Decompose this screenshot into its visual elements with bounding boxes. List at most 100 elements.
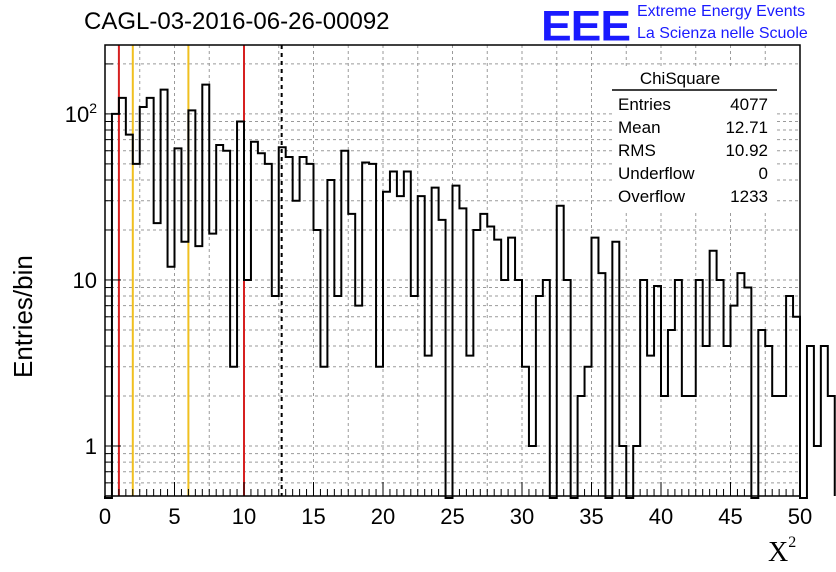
run-title: CAGL-03-2016-06-26-00092 [84, 8, 390, 35]
histogram-bin [487, 226, 494, 496]
histogram-bin [466, 356, 473, 496]
y-tick-label: 1 [85, 434, 97, 459]
histogram-bin [793, 317, 800, 496]
histogram-bin [668, 330, 675, 496]
stats-label: Underflow [618, 164, 695, 183]
x-tick-label: 40 [649, 504, 673, 529]
histogram-bin [744, 288, 751, 496]
histogram-bin [327, 180, 334, 496]
stats-value: 1233 [730, 187, 768, 206]
histogram-bin [821, 346, 828, 496]
histogram-bin [564, 280, 571, 496]
logo-line2: La Scienza nelle Scuole [637, 25, 808, 42]
histogram-bin [557, 206, 564, 496]
histogram-bin [209, 234, 216, 496]
histogram-bin [237, 122, 244, 496]
histogram-bin [341, 151, 348, 496]
histogram-bin [195, 246, 202, 496]
histogram-bin [731, 306, 738, 496]
histogram-bin [828, 396, 835, 496]
histogram-bin [807, 346, 814, 496]
histogram-bin [439, 220, 446, 496]
histogram-bin [244, 280, 251, 496]
histogram-bin [112, 114, 119, 496]
histogram-bin [425, 356, 432, 496]
x-tick-label: 50 [788, 504, 812, 529]
histogram-bin [216, 145, 223, 496]
histogram-bin [147, 98, 154, 496]
histogram-bin [286, 157, 293, 496]
histogram-bin [300, 157, 307, 496]
y-tick-label: 102 [65, 100, 97, 127]
histogram-bin [314, 230, 321, 496]
histogram-bin [675, 280, 682, 496]
stats-title: ChiSquare [640, 69, 720, 88]
histogram-series [104, 83, 836, 499]
histogram-bin [453, 186, 460, 496]
histogram-bin [230, 367, 237, 496]
x-tick-label: 0 [99, 504, 111, 529]
x-tick-label: 10 [232, 504, 256, 529]
eee-logo: EEE [541, 1, 631, 50]
histogram-bin [814, 446, 821, 496]
y-axis-label: Entries/bin [8, 255, 38, 378]
histogram-bin [585, 367, 592, 496]
histogram-bin [703, 346, 710, 496]
histogram-bin [758, 330, 765, 496]
x-axis-label: X2 [768, 533, 797, 569]
y-tick-label: 10 [73, 268, 97, 293]
x-tick-label: 30 [510, 504, 534, 529]
y-tick-exponent: 2 [89, 100, 97, 116]
histogram-bin [432, 188, 439, 496]
histogram-bin [140, 107, 147, 496]
x-tick-label: 5 [168, 504, 180, 529]
histogram-bin [717, 280, 724, 496]
histogram-bin [376, 367, 383, 496]
histogram-bin [647, 356, 654, 496]
x-tick-label: 25 [440, 504, 464, 529]
x-axis-label-base: X [768, 537, 789, 568]
histogram-bin [459, 208, 466, 496]
histogram-bin [251, 142, 258, 496]
logo-line1: Extreme Energy Events [637, 3, 806, 20]
x-tick-label: 20 [371, 504, 395, 529]
x-axis-label-sup: 2 [788, 533, 797, 551]
stats-label: Overflow [618, 187, 686, 206]
histogram-bin [188, 110, 195, 496]
histogram-bin [202, 85, 209, 496]
histogram-bin [355, 306, 362, 496]
histogram-bin [515, 280, 522, 496]
histogram-bin [640, 280, 647, 496]
stats-value: 10.92 [725, 141, 768, 160]
histogram-bin [654, 286, 661, 496]
histogram-bin [223, 151, 230, 496]
stats-value: 0 [759, 164, 768, 183]
x-tick-label: 45 [718, 504, 742, 529]
x-tick-label: 15 [301, 504, 325, 529]
histogram-bin [320, 367, 327, 496]
histogram-bin [543, 280, 550, 496]
stats-label: RMS [618, 141, 656, 160]
histogram-bin [126, 135, 133, 496]
stats-label: Mean [618, 118, 661, 137]
histogram-bin [154, 223, 161, 496]
histogram-bin [494, 240, 501, 496]
histogram-bin [501, 280, 508, 496]
stats-value: 4077 [730, 95, 768, 114]
histogram-bin [293, 201, 300, 496]
histogram-bin [765, 346, 772, 496]
histogram-bin [119, 98, 126, 496]
x-tick-label: 35 [579, 504, 603, 529]
histogram-bin [724, 346, 731, 496]
stats-value: 12.71 [725, 118, 768, 137]
histogram-bin [383, 192, 390, 496]
stats-box [612, 68, 777, 210]
histogram-bin [522, 367, 529, 496]
histogram-bin [696, 280, 703, 496]
histogram-bin [473, 230, 480, 496]
histogram-bin [390, 171, 397, 496]
stats-label: Entries [618, 95, 671, 114]
histogram-bin [404, 171, 411, 496]
histogram-bin [258, 153, 265, 496]
